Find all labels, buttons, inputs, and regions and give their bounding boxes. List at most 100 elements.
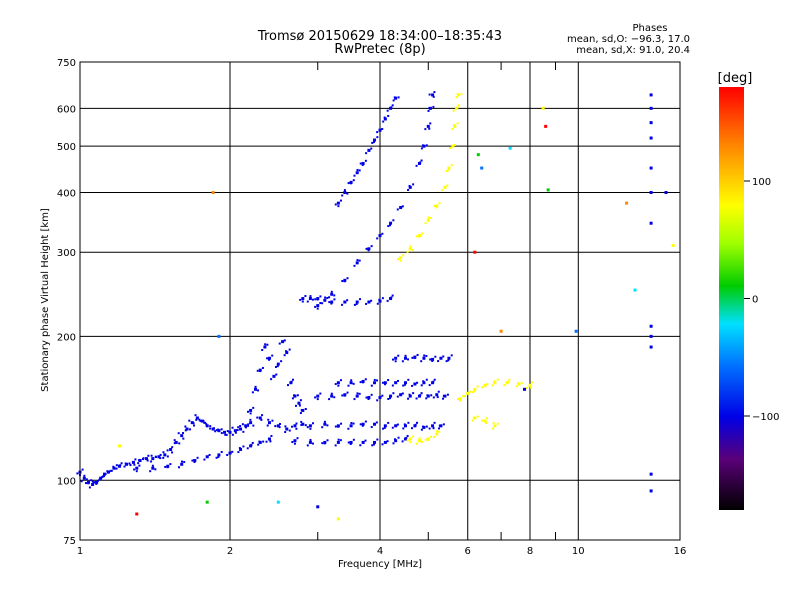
data-point <box>517 382 520 385</box>
data-point <box>404 354 407 357</box>
data-point <box>409 440 412 443</box>
data-point <box>319 295 322 298</box>
data-point <box>447 169 450 172</box>
data-point <box>484 383 487 386</box>
data-point <box>237 426 240 429</box>
data-point <box>292 378 295 381</box>
data-point <box>467 392 470 395</box>
data-point <box>169 463 172 466</box>
data-point <box>633 288 637 292</box>
data-point <box>133 463 136 466</box>
data-point <box>371 141 374 144</box>
data-point <box>321 426 324 429</box>
data-point <box>250 443 253 446</box>
data-point <box>403 356 407 360</box>
data-point <box>433 204 436 207</box>
data-point <box>195 418 198 421</box>
data-point <box>432 396 435 399</box>
data-point <box>246 447 249 450</box>
data-point <box>166 449 169 452</box>
data-point <box>396 208 399 211</box>
data-point <box>447 359 450 362</box>
data-point <box>437 360 440 363</box>
data-point <box>276 500 280 504</box>
data-point <box>242 445 245 448</box>
data-point <box>427 109 430 112</box>
data-point <box>373 423 376 426</box>
x-axis-label: Frequency [MHz] <box>338 559 422 570</box>
data-point <box>334 203 337 206</box>
data-point <box>472 416 475 419</box>
data-point <box>389 221 393 225</box>
data-point <box>228 430 231 433</box>
data-point <box>202 419 205 422</box>
data-point <box>102 475 105 478</box>
data-point <box>428 106 432 110</box>
data-point <box>420 360 423 363</box>
data-point <box>104 473 107 476</box>
data-point <box>150 460 153 463</box>
data-point <box>237 451 240 454</box>
data-point <box>324 296 327 299</box>
data-point <box>350 422 353 425</box>
data-point <box>341 303 344 306</box>
data-point <box>341 194 344 197</box>
data-point <box>203 458 206 461</box>
data-point <box>306 444 309 447</box>
data-point <box>308 297 312 301</box>
data-point <box>309 427 312 430</box>
data-point <box>316 298 319 301</box>
data-point <box>258 440 261 443</box>
data-point <box>249 444 253 448</box>
data-point <box>370 299 373 302</box>
data-point <box>352 422 355 425</box>
data-point <box>526 387 529 390</box>
data-point <box>220 428 223 431</box>
data-point <box>492 427 495 430</box>
data-point <box>407 378 410 381</box>
x-tick-label: 6 <box>465 546 471 557</box>
data-point <box>215 429 218 432</box>
data-point <box>365 152 368 155</box>
data-point <box>276 362 280 366</box>
data-point <box>408 393 411 396</box>
data-point <box>135 512 139 516</box>
data-point <box>423 354 426 357</box>
data-point <box>353 303 356 306</box>
data-point <box>378 299 382 303</box>
data-point <box>178 442 181 445</box>
data-point <box>376 399 379 402</box>
data-point <box>356 392 359 395</box>
data-point <box>412 183 415 186</box>
data-point <box>649 472 653 476</box>
data-point <box>239 425 242 428</box>
colorbar-tick-label: 100 <box>752 177 771 188</box>
data-point <box>451 127 454 130</box>
data-point <box>443 394 447 398</box>
data-point <box>115 467 118 470</box>
data-point <box>150 454 153 457</box>
data-point <box>435 204 439 208</box>
data-point <box>370 245 373 248</box>
data-point <box>358 259 361 262</box>
axis-ticks: 1 2 4 6 8 10 16 75 100 200 300 400 500 600 750 <box>57 58 686 557</box>
data-point <box>425 378 428 381</box>
data-point <box>364 439 367 442</box>
data-point <box>445 360 448 363</box>
data-point <box>192 422 195 425</box>
data-point <box>496 422 499 425</box>
data-point <box>112 466 116 470</box>
data-point <box>206 456 209 459</box>
data-point <box>435 393 439 397</box>
data-point <box>239 447 243 451</box>
data-point <box>336 201 340 205</box>
data-point <box>347 441 350 444</box>
data-point <box>381 394 384 397</box>
data-point <box>452 109 455 112</box>
data-point <box>431 93 435 97</box>
data-point <box>337 438 340 441</box>
data-point <box>261 414 264 417</box>
data-point <box>649 106 653 110</box>
data-point <box>469 390 472 393</box>
data-point <box>403 383 406 386</box>
